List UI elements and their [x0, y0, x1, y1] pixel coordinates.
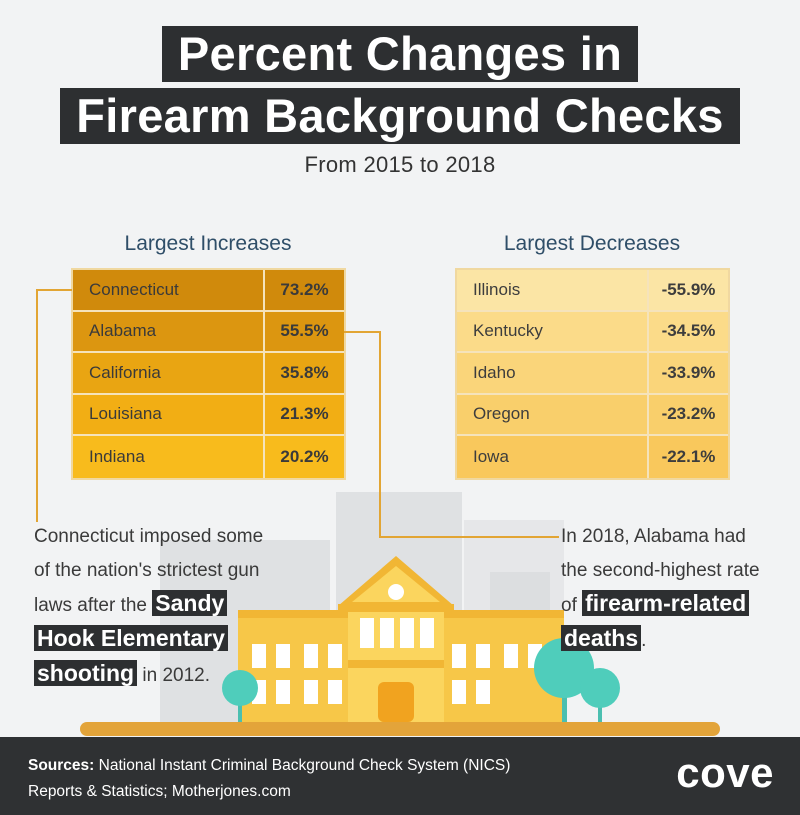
percent-change: -55.9% [661, 279, 716, 299]
table-row: Indiana 20.2% [73, 436, 344, 478]
state-name: Connecticut [73, 270, 265, 310]
state-name: Idaho [457, 353, 649, 393]
highlight: deaths [561, 625, 642, 651]
percent-change: 73.2% [280, 279, 329, 299]
percent-change: -33.9% [661, 362, 716, 382]
highlight: Hook Elementary [34, 625, 228, 651]
highlight: shooting [34, 660, 138, 686]
table-row: Idaho -33.9% [457, 353, 728, 395]
state-name: Kentucky [457, 311, 649, 351]
percent-change: 35.8% [280, 362, 329, 382]
state-name: Oregon [457, 394, 649, 434]
table-row: Alabama 55.5% [73, 311, 344, 353]
increases-table: Connecticut 73.2% Alabama 55.5% California 35… [71, 268, 346, 480]
roof-window [388, 584, 404, 600]
highlight: Sandy [152, 590, 228, 616]
state-name: Indiana [73, 436, 265, 478]
tree [222, 670, 258, 706]
percent-change: 55.5% [280, 321, 329, 341]
ground [80, 722, 720, 736]
left-wing [238, 616, 368, 722]
sources: Sources: National Instant Criminal Backg… [28, 757, 511, 800]
decreases-heading: Largest Decreases [503, 232, 681, 255]
alabama-note: In 2018, Alabama had the second-highest … [561, 526, 760, 651]
tree [534, 638, 594, 698]
cove-logo: cove [676, 749, 774, 796]
table-row: Oregon -23.2% [457, 394, 728, 436]
title-line-1: Percent Changes in [161, 26, 639, 82]
table-row: Illinois -55.9% [457, 270, 728, 312]
table-row: Iowa -22.1% [457, 436, 728, 478]
table-row: Connecticut 73.2% [73, 270, 344, 312]
door [378, 682, 414, 722]
increases-heading: Largest Increases [124, 232, 292, 255]
connector-right-vertical [379, 331, 559, 538]
connecticut-note: Connecticut imposed some of the nation's… [34, 526, 264, 686]
table-row: Kentucky -34.5% [457, 311, 728, 353]
footer: Sources: National Instant Criminal Backg… [0, 737, 800, 815]
percent-change: -34.5% [661, 321, 716, 341]
percent-change: 21.3% [280, 404, 329, 424]
percent-change: -22.1% [661, 446, 716, 466]
subtitle: From 2015 to 2018 [304, 152, 496, 177]
decreases-table: Illinois -55.9% Kentucky -34.5% Idaho -33.9% O… [455, 268, 730, 480]
connector-right [344, 331, 380, 333]
title-line-2: Firearm Background Checks [60, 88, 740, 144]
state-name: Alabama [73, 311, 265, 351]
connector-left [36, 289, 72, 522]
percent-change: 20.2% [280, 446, 329, 466]
state-name: California [73, 353, 265, 393]
percent-change: -23.2% [661, 404, 716, 424]
state-name: Illinois [457, 270, 649, 310]
tree [580, 668, 620, 708]
table-row: Louisiana 21.3% [73, 394, 344, 436]
table-row: California 35.8% [73, 353, 344, 395]
state-name: Louisiana [73, 394, 265, 434]
highlight: firearm-related [582, 590, 750, 616]
title: Percent Changes in Firearm Background Ch… [0, 26, 800, 144]
state-name: Iowa [457, 436, 649, 478]
